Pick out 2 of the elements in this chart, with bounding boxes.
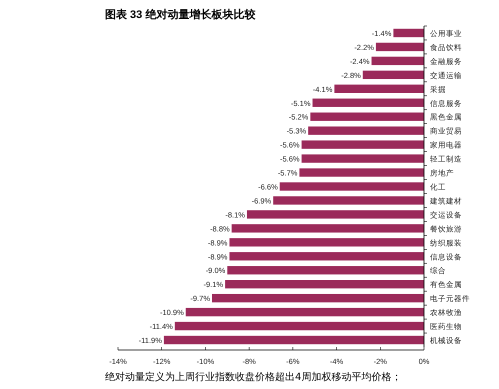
- chart-title: 图表 33 绝对动量增长板块比较: [105, 8, 256, 21]
- text: 绝对动量定义为上周行业指数收盘价格超出4周加权移动平均价格；: [105, 371, 402, 383]
